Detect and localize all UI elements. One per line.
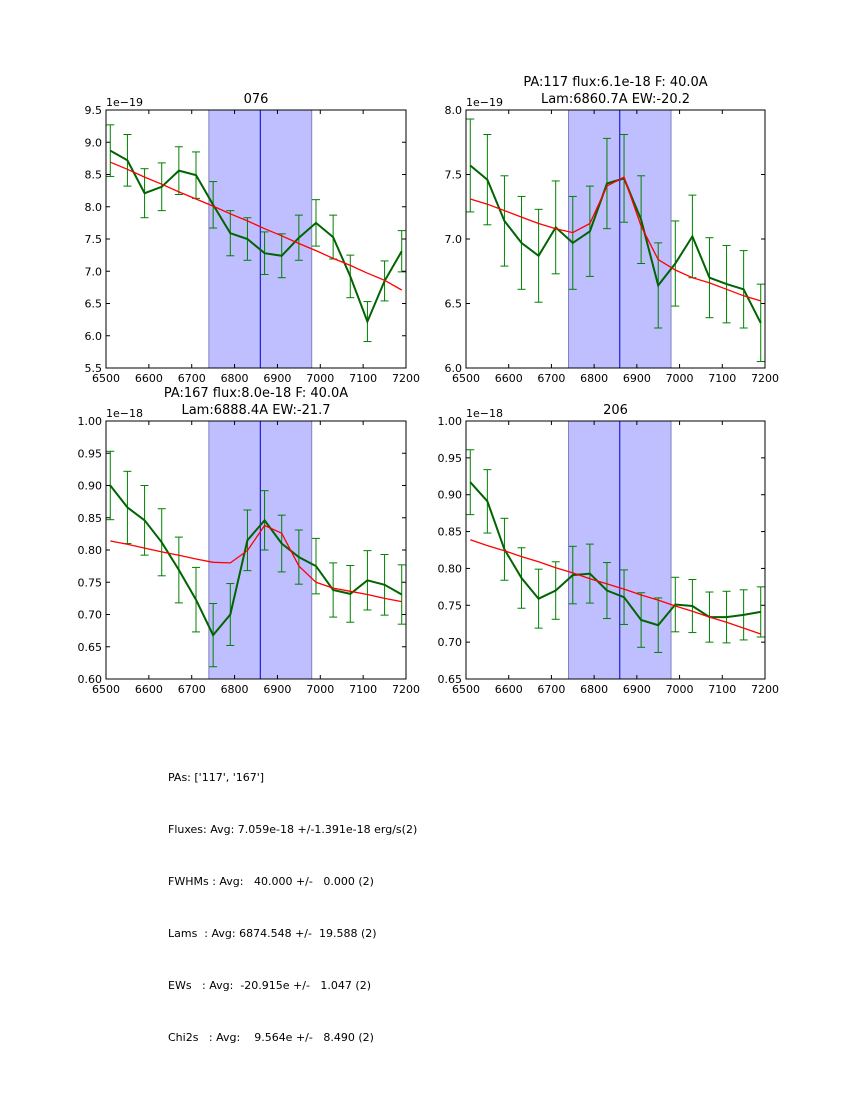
- x-tick-label: 6900: [623, 683, 651, 696]
- y-tick-label: 0.65: [78, 641, 103, 654]
- y-tick-label: 7.5: [85, 233, 103, 246]
- y-tick-label: 6.5: [85, 298, 103, 311]
- summary-fluxes: Fluxes: Avg: 7.059e-18 +/-1.391e-18 erg/…: [168, 823, 418, 836]
- y-tick-label: 0.75: [78, 576, 103, 589]
- subplot-title: 076: [244, 92, 269, 107]
- summary-chi2s: Chi2s : Avg: 9.564e +/- 8.490 (2): [168, 1031, 374, 1044]
- subplot-4: 6500 6600 6700 6800 6900 7000 7100 7200 0.65 0.70…: [438, 403, 780, 696]
- x-tick-label: 6600: [135, 372, 163, 385]
- y-tick-label: 9.5: [85, 104, 103, 117]
- y-tick-label: 6.5: [445, 298, 463, 311]
- y-tick-label: 8.5: [85, 169, 103, 182]
- x-tick-label: 7200: [751, 683, 779, 696]
- x-tick-label: 7000: [306, 683, 334, 696]
- y-tick-label: 1.00: [78, 415, 103, 428]
- subplot-title: 206: [603, 403, 628, 418]
- x-tick-label: 6700: [178, 372, 206, 385]
- x-tick-label: 6800: [580, 372, 608, 385]
- y-tick-label: 0.65: [438, 673, 463, 686]
- y-tick-label: 0.60: [78, 673, 103, 686]
- x-tick-label: 6500: [92, 372, 120, 385]
- y-tick-label: 8.0: [445, 104, 463, 117]
- subplot-title-line2: Lam:6888.4A EW:-21.7: [181, 403, 330, 418]
- y-tick-label: 0.85: [78, 512, 103, 525]
- summary-lams: Lams : Avg: 6874.548 +/- 19.588 (2): [168, 927, 377, 940]
- x-tick-label: 7100: [708, 372, 736, 385]
- x-tick-label: 6700: [537, 372, 565, 385]
- x-tick-label: 6600: [135, 683, 163, 696]
- fit-line: [110, 524, 402, 603]
- fit-line: [110, 161, 403, 291]
- y-tick-label: 9.0: [85, 136, 103, 149]
- y-tick-label: 7.0: [445, 233, 463, 246]
- y-offset-label: 1e−18: [106, 407, 143, 420]
- y-tick-label: 8.0: [85, 201, 103, 214]
- summary-pas: PAs: ['117', '167']: [168, 771, 265, 784]
- y-tick-label: 0.70: [438, 636, 463, 649]
- x-tick-label: 7200: [751, 372, 779, 385]
- x-tick-label: 6900: [263, 372, 291, 385]
- x-tick-label: 6900: [623, 372, 651, 385]
- summary-fwhms: FWHMs : Avg: 40.000 +/- 0.000 (2): [168, 875, 374, 888]
- y-tick-label: 0.95: [78, 447, 103, 460]
- x-tick-label: 7000: [666, 372, 694, 385]
- y-tick-label: 0.85: [438, 526, 463, 539]
- x-tick-label: 7200: [392, 683, 420, 696]
- fit-line: [470, 176, 761, 302]
- y-tick-label: 0.70: [78, 609, 103, 622]
- x-tick-label: 6600: [495, 683, 523, 696]
- y-tick-label: 0.90: [78, 480, 103, 493]
- subplot-title-line1: PA:117 flux:6.1e-18 F: 40.0A: [523, 75, 707, 90]
- x-tick-label: 6600: [495, 372, 523, 385]
- x-tick-label: 7200: [392, 372, 420, 385]
- subplot-title-line2: Lam:6860.7A EW:-20.2: [541, 92, 690, 107]
- subplot-title-line1: PA:167 flux:8.0e-18 F: 40.0A: [164, 386, 348, 401]
- x-tick-label: 6800: [221, 372, 249, 385]
- y-tick-label: 0.80: [438, 562, 463, 575]
- x-tick-label: 6500: [452, 372, 480, 385]
- x-tick-label: 6800: [221, 683, 249, 696]
- x-tick-label: 6900: [263, 683, 291, 696]
- y-tick-label: 1.00: [438, 415, 463, 428]
- y-tick-label: 0.80: [78, 544, 103, 557]
- x-tick-label: 7100: [349, 372, 377, 385]
- y-tick-label: 0.95: [438, 452, 463, 465]
- x-tick-label: 6800: [580, 683, 608, 696]
- x-tick-label: 6500: [92, 683, 120, 696]
- fit-line: [470, 539, 761, 635]
- y-offset-label: 1e−18: [466, 407, 503, 420]
- x-tick-label: 6700: [178, 683, 206, 696]
- subplot-3: 6500 6600 6700 6800 6900 7000 7100 7200 0.60 0.65…: [78, 386, 421, 696]
- x-tick-label: 6700: [537, 683, 565, 696]
- x-tick-label: 7000: [306, 372, 334, 385]
- y-tick-label: 7.5: [445, 169, 463, 182]
- summary-block: PAs: ['117', '167'] Fluxes: Avg: 7.059e-…: [168, 745, 417, 1070]
- y-tick-label: 7.0: [85, 265, 103, 278]
- summary-ews: EWs : Avg: -20.915e +/- 1.047 (2): [168, 979, 371, 992]
- subplot-1: 6500 6600 6700 6800 6900 7000 7100 7200 5.5 6.0 6.…: [85, 92, 421, 385]
- data-line: [469, 481, 761, 627]
- x-tick-label: 7000: [666, 683, 694, 696]
- x-tick-label: 7100: [349, 683, 377, 696]
- y-offset-label: 1e−19: [106, 96, 143, 109]
- x-tick-label: 7100: [708, 683, 736, 696]
- x-tick-label: 6500: [452, 683, 480, 696]
- y-tick-label: 0.75: [438, 599, 463, 612]
- y-tick-label: 6.0: [445, 362, 463, 375]
- data-line: [109, 149, 403, 325]
- y-offset-label: 1e−19: [466, 96, 503, 109]
- y-tick-label: 5.5: [85, 362, 103, 375]
- y-tick-label: 0.90: [438, 489, 463, 502]
- subplot-2: 6500 6600 6700 6800 6900 7000 7100 7200 6.0 6.5 7.…: [445, 75, 780, 385]
- y-tick-label: 6.0: [85, 330, 103, 343]
- axes-frame: [465, 420, 766, 680]
